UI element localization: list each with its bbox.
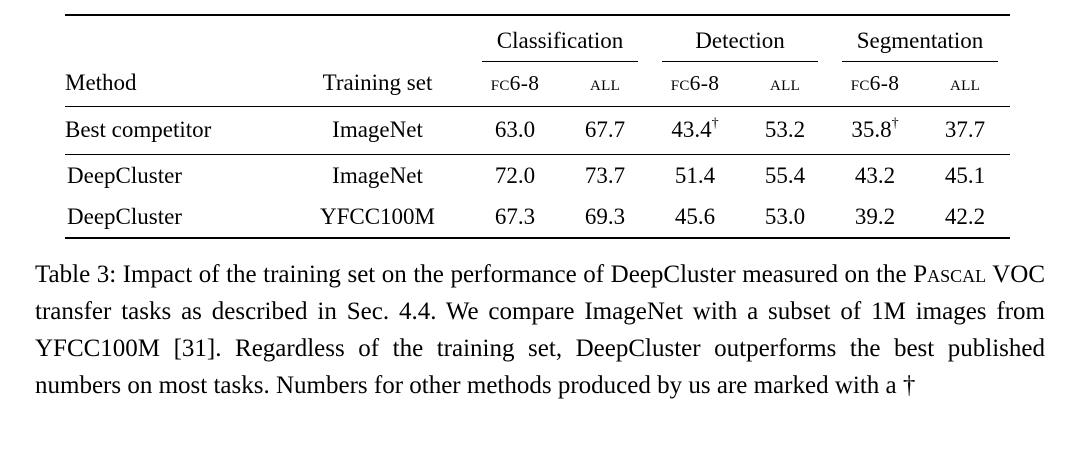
value-cell: 43.2: [830, 155, 920, 197]
caption-label: Table 3:: [35, 261, 117, 288]
value-cell: 51.4: [650, 155, 740, 197]
value-cell: 73.7: [560, 155, 650, 197]
group-header-classification-label: Classification: [482, 16, 638, 62]
value-cell: 63.0: [470, 106, 560, 155]
value-cell: 67.3: [470, 196, 560, 239]
value: 37.7: [944, 117, 986, 142]
column-header-row: Method Training set fc6-8 all fc6-8 all …: [65, 62, 1010, 107]
group-header-row: Classification Detection Segmentation: [65, 14, 1010, 62]
value-cell: 42.2: [920, 196, 1010, 239]
col-header-training-set: Training set: [285, 62, 470, 107]
dagger-mark: †: [891, 116, 899, 132]
table-row-best-competitor: Best competitor ImageNet 63.0 67.7 43.4†…: [65, 106, 1010, 155]
table-row-deepcluster-yfcc100m: DeepCluster YFCC100M 67.3 69.3 45.6 53.0…: [65, 196, 1010, 239]
col-header-fc6-8: fc6-8: [830, 62, 920, 107]
results-table-container: Classification Detection Segmentation Me…: [65, 14, 1010, 239]
method-cell: DeepCluster: [65, 196, 285, 239]
col-header-all: all: [560, 62, 650, 107]
col-header-method: Method: [65, 62, 285, 107]
dagger-mark: †: [711, 116, 719, 132]
value-cell: 67.7: [560, 106, 650, 155]
value-cell: 45.6: [650, 196, 740, 239]
value: 45.1: [944, 163, 986, 188]
value: 45.6: [674, 204, 716, 229]
value: 35.8: [851, 117, 892, 142]
method-cell: Best competitor: [65, 106, 285, 155]
group-header-spacer: [65, 14, 470, 62]
value-cell: 37.7: [920, 106, 1010, 155]
value-cell: 43.4†: [650, 106, 740, 155]
value: 42.2: [944, 204, 986, 229]
value-cell: 35.8†: [830, 106, 920, 155]
value: 43.2: [854, 163, 896, 188]
value: 51.4: [674, 163, 716, 188]
caption-text-1: Impact of the training set on the perfor…: [122, 261, 907, 288]
method-cell: DeepCluster: [67, 163, 182, 188]
value: 67.3: [494, 204, 536, 229]
value: 63.0: [494, 117, 536, 142]
group-header-detection-label: Detection: [662, 16, 818, 62]
table-caption: Table 3: Impact of the training set on t…: [35, 256, 1045, 404]
paper-table: Classification Detection Segmentation Me…: [65, 14, 1010, 239]
col-header-fc6-8: fc6-8: [650, 62, 740, 107]
group-header-classification: Classification: [470, 14, 650, 62]
group-header-detection: Detection: [650, 14, 830, 62]
value: 55.4: [764, 163, 806, 188]
caption-pascal-smallcaps: Pascal: [913, 261, 987, 288]
col-header-fc6-8: fc6-8: [470, 62, 560, 107]
training-set-cell: YFCC100M: [285, 196, 470, 239]
value: 43.4: [671, 117, 712, 142]
value: 39.2: [854, 204, 896, 229]
value: 67.7: [584, 117, 626, 142]
group-header-segmentation-label: Segmentation: [842, 16, 998, 62]
value: 53.2: [764, 117, 806, 142]
table-row-deepcluster-imagenet: DeepCluster ImageNet 72.0 73.7 51.4 55.4…: [65, 155, 1010, 197]
value-cell: 39.2: [830, 196, 920, 239]
value: 73.7: [584, 163, 626, 188]
value-cell: 53.2: [740, 106, 830, 155]
col-header-all: all: [920, 62, 1010, 107]
caption-text-2: VOC transfer tasks as described in Sec. …: [35, 261, 1046, 399]
value-cell: 69.3: [560, 196, 650, 239]
value: 69.3: [584, 204, 626, 229]
value-cell: 53.0: [740, 196, 830, 239]
training-set-cell: ImageNet: [285, 106, 470, 155]
value-cell: 72.0: [470, 155, 560, 197]
col-header-all: all: [740, 62, 830, 107]
value: 72.0: [494, 163, 536, 188]
value: 53.0: [764, 204, 806, 229]
training-set-cell: ImageNet: [332, 163, 423, 188]
group-header-segmentation: Segmentation: [830, 14, 1010, 62]
value-cell: 55.4: [740, 155, 830, 197]
value-cell: 45.1: [920, 155, 1010, 197]
